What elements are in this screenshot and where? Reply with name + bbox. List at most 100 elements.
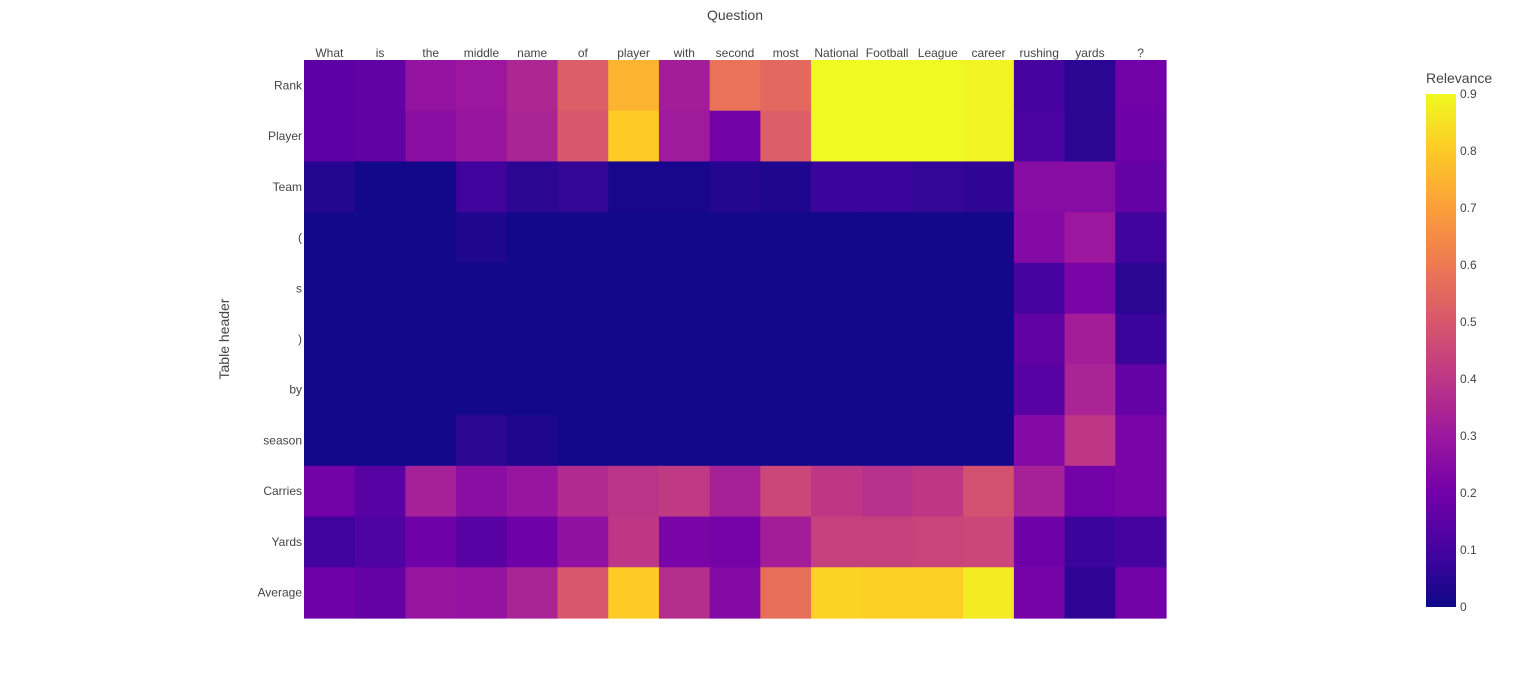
x-tick-label: Football: [866, 46, 909, 60]
heatmap-cell: [304, 313, 356, 365]
heatmap-cell: [1064, 516, 1116, 568]
heatmap-cell: [608, 212, 660, 264]
heatmap-cell: [557, 161, 609, 213]
heatmap-cell: [912, 415, 964, 467]
heatmap-cell: [456, 364, 508, 416]
y-tick-label: Team: [273, 180, 302, 194]
x-tick-label: is: [376, 46, 385, 60]
heatmap-cell: [608, 313, 660, 365]
heatmap-cell: [658, 60, 711, 112]
heatmap-cell: [354, 212, 407, 264]
heatmap-cell: [811, 415, 863, 467]
heatmap-cell: [709, 60, 761, 112]
heatmap-cell: [354, 465, 407, 518]
heatmap-cell: [963, 212, 1015, 264]
heatmap-cell: [557, 567, 609, 619]
colorbar-tick-label: 0.2: [1460, 486, 1477, 500]
colorbar-title: Relevance: [1426, 70, 1492, 86]
x-axis-title: Question: [707, 7, 763, 23]
heatmap-cell: [963, 161, 1015, 213]
heatmap-cell: [658, 364, 711, 416]
heatmap-cell: [658, 313, 711, 365]
heatmap-cell: [963, 415, 1015, 467]
heatmap-cell: [709, 110, 761, 163]
y-tick-label: by: [289, 383, 302, 397]
heatmap-cell: [1064, 415, 1116, 467]
heatmap-cell: [608, 567, 660, 619]
heatmap-cell: [557, 262, 609, 315]
heatmap-cell: [912, 212, 964, 264]
heatmap-cell: [506, 415, 559, 467]
x-tick-label: National: [814, 46, 858, 60]
heatmap-cell: [811, 364, 863, 416]
x-tick-label: of: [578, 46, 589, 60]
heatmap-cell: [405, 364, 457, 416]
heatmap-cell: [354, 262, 407, 315]
heatmap-cell: [709, 161, 761, 213]
heatmap-cell: [608, 161, 660, 213]
heatmap-cell: [608, 364, 660, 416]
heatmap-cell: [658, 465, 711, 518]
heatmap-cell: [709, 212, 761, 264]
x-tick-label: second: [716, 46, 755, 60]
heatmap-cell: [912, 60, 964, 112]
heatmap-cell: [506, 364, 559, 416]
heatmap-cell: [304, 60, 356, 112]
heatmap-cell: [1013, 110, 1066, 163]
heatmap-cell: [506, 516, 559, 568]
x-tick-label: League: [918, 46, 958, 60]
x-tick-label: with: [673, 46, 695, 60]
heatmap-cell: [1064, 313, 1116, 365]
heatmap-cell: [861, 567, 914, 619]
heatmap-cells: [304, 60, 1167, 619]
heatmap-cell: [658, 212, 711, 264]
heatmap-cell: [354, 415, 407, 467]
heatmap-cell: [456, 262, 508, 315]
heatmap-cell: [1013, 516, 1066, 568]
heatmap-cell: [963, 262, 1015, 315]
y-tick-label: Rank: [274, 78, 303, 92]
heatmap-cell: [811, 465, 863, 518]
x-tick-label: name: [517, 46, 547, 60]
heatmap-cell: [963, 110, 1015, 163]
heatmap-cell: [1115, 465, 1167, 518]
heatmap-cell: [1013, 262, 1066, 315]
heatmap-cell: [760, 364, 812, 416]
heatmap-cell: [709, 415, 761, 467]
heatmap-cell: [1013, 60, 1066, 112]
heatmap-cell: [1064, 110, 1116, 163]
heatmap-cell: [709, 567, 761, 619]
heatmap-cell: [557, 60, 609, 112]
heatmap-cell: [405, 465, 457, 518]
heatmap-cell: [304, 465, 356, 518]
heatmap-cell: [506, 567, 559, 619]
x-tick-label: yards: [1075, 46, 1104, 60]
heatmap-cell: [608, 465, 660, 518]
heatmap-cell: [354, 110, 407, 163]
heatmap-cell: [405, 415, 457, 467]
heatmap-cell: [557, 212, 609, 264]
heatmap-cell: [963, 516, 1015, 568]
heatmap-cell: [1013, 415, 1066, 467]
heatmap-cell: [1115, 161, 1167, 213]
heatmap-cell: [1115, 364, 1167, 416]
heatmap-cell: [1064, 364, 1116, 416]
heatmap-cell: [811, 567, 863, 619]
heatmap-cell: [1013, 465, 1066, 518]
heatmap-cell: [405, 161, 457, 213]
heatmap-cell: [963, 465, 1015, 518]
heatmap-cell: [912, 262, 964, 315]
heatmap-cell: [557, 313, 609, 365]
heatmap-cell: [1064, 60, 1116, 112]
colorbar-tick-label: 0.3: [1460, 429, 1477, 443]
x-tick-label: middle: [464, 46, 500, 60]
colorbar-tick-label: 0.7: [1460, 201, 1477, 215]
heatmap-cell: [405, 313, 457, 365]
y-tick-label: (: [298, 231, 302, 245]
heatmap-cell: [760, 212, 812, 264]
heatmap-cell: [405, 60, 457, 112]
heatmap-cell: [861, 313, 914, 365]
heatmap-cell: [304, 161, 356, 213]
heatmap-cell: [405, 212, 457, 264]
heatmap-cell: [354, 567, 407, 619]
